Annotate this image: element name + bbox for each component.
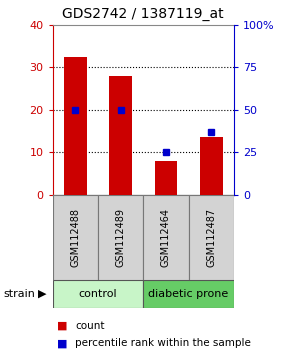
Text: GSM112489: GSM112489 xyxy=(116,208,126,267)
Bar xyxy=(143,195,189,280)
Text: GSM112464: GSM112464 xyxy=(161,208,171,267)
Text: diabetic prone: diabetic prone xyxy=(148,289,229,299)
Text: percentile rank within the sample: percentile rank within the sample xyxy=(75,338,251,348)
Text: GSM112488: GSM112488 xyxy=(70,208,80,267)
Bar xyxy=(52,280,143,308)
Text: ■: ■ xyxy=(57,321,68,331)
Bar xyxy=(52,195,98,280)
Text: ▶: ▶ xyxy=(38,289,46,299)
Bar xyxy=(154,161,177,195)
Bar xyxy=(189,195,234,280)
Bar xyxy=(98,195,143,280)
Text: ■: ■ xyxy=(57,338,68,348)
Title: GDS2742 / 1387119_at: GDS2742 / 1387119_at xyxy=(62,7,224,21)
Bar xyxy=(143,280,234,308)
Bar xyxy=(109,76,132,195)
Text: count: count xyxy=(75,321,104,331)
Text: control: control xyxy=(79,289,117,299)
Bar xyxy=(200,137,223,195)
Text: strain: strain xyxy=(3,289,35,299)
Text: GSM112487: GSM112487 xyxy=(206,207,216,267)
Bar xyxy=(64,57,86,195)
